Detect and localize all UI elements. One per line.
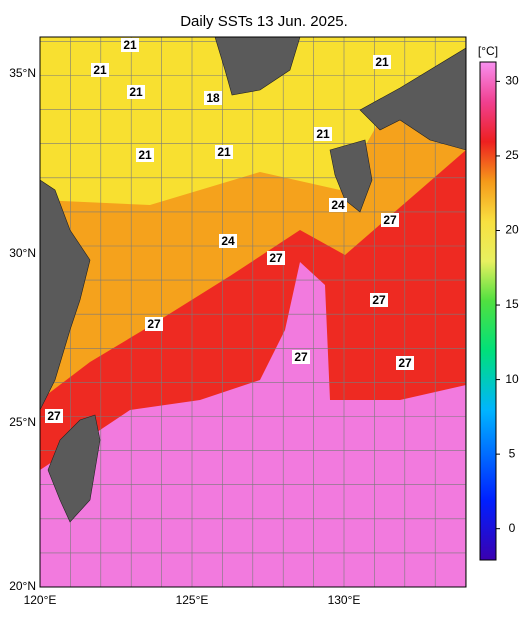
colorbar-tick-label: 30	[505, 74, 519, 88]
colorbar-tick-label: 25	[505, 148, 519, 162]
colorbar-tick-label: 20	[505, 223, 519, 237]
contour-label: 21	[217, 145, 231, 159]
contour-label: 27	[147, 317, 161, 331]
lon-label: 125°E	[176, 593, 209, 607]
lat-label: 30°N	[9, 246, 36, 260]
colorbar-tick-label: 15	[505, 297, 519, 311]
land	[40, 37, 466, 523]
contour-label: 21	[129, 85, 143, 99]
kyushu	[329, 139, 373, 213]
contour-label: 27	[398, 356, 412, 370]
colorbar-tick-label: 0	[509, 521, 516, 535]
colorbar-tick-label: 5	[509, 446, 516, 460]
contour-label-box	[314, 127, 332, 141]
graticule	[40, 37, 466, 587]
contour-label-box	[145, 317, 163, 331]
contour-label: 21	[123, 38, 137, 52]
contour-label: 24	[331, 198, 345, 212]
plot-frame	[39, 36, 467, 588]
contour-label-box	[267, 251, 285, 265]
contour-label-box	[215, 145, 233, 159]
lat-label: 25°N	[9, 415, 36, 429]
contour-label-box	[292, 350, 310, 364]
contour-label-box	[127, 85, 145, 99]
contour-label: 27	[47, 409, 61, 423]
china	[40, 179, 91, 411]
contour-label: 21	[375, 55, 389, 69]
map-title: Daily SSTs 13 Jun. 2025.	[180, 13, 348, 30]
contour-label: 21	[93, 63, 107, 77]
contour-label: 21	[138, 148, 152, 162]
colorbar-tick-label: 10	[505, 372, 519, 386]
taiwan	[47, 414, 101, 523]
contour-label-box	[91, 63, 109, 77]
honshu	[359, 47, 466, 151]
contour-label-box	[396, 356, 414, 370]
sst-field	[40, 37, 466, 587]
contour-label: 21	[316, 127, 330, 141]
contour-label-box	[136, 148, 154, 162]
contour-label: 18	[206, 91, 220, 105]
contour-label: 27	[294, 350, 308, 364]
contour-label-box	[204, 91, 222, 105]
contour-label-box	[381, 213, 399, 227]
contour-label-box	[329, 198, 347, 212]
lat-label: 20°N	[9, 579, 36, 593]
contour-label-box	[121, 38, 139, 52]
contour-label: 27	[372, 293, 386, 307]
contour-label: 24	[221, 234, 235, 248]
contour-label: 27	[269, 251, 283, 265]
korea	[214, 37, 301, 96]
lon-label: 130°E	[328, 593, 361, 607]
lat-label: 35°N	[9, 66, 36, 80]
contour-label-box	[219, 234, 237, 248]
contour-label-box	[373, 55, 391, 69]
contour-label-box	[45, 409, 63, 423]
colorbar-unit: [°C]	[478, 44, 498, 58]
contour-label: 27	[383, 213, 397, 227]
colorbar	[479, 61, 497, 561]
contour-label-box	[370, 293, 388, 307]
lon-label: 120°E	[24, 593, 57, 607]
